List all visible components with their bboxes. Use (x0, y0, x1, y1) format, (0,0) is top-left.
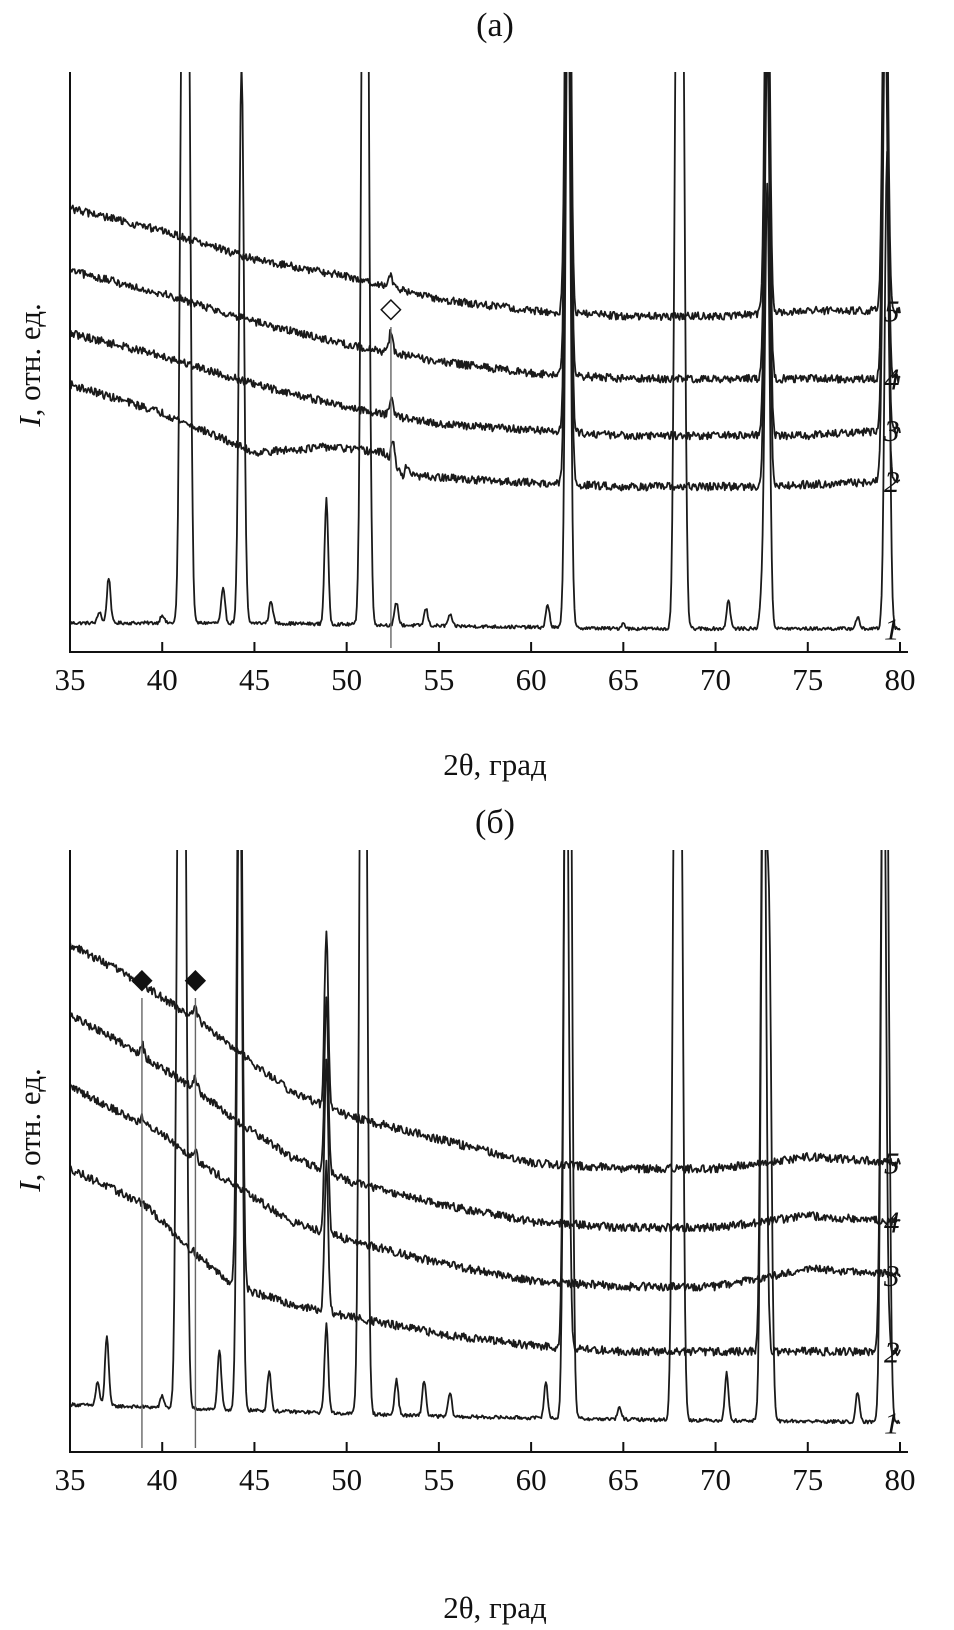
x-tick-label-45: 45 (239, 1462, 270, 1497)
panel-a-ticks: 35 40 45 50 55 60 65 70 75 80 (55, 642, 916, 697)
panel-b-x-axis-label: 2θ, град (443, 1590, 547, 1625)
panel-b-curve-labels: 1 2 3 4 5 (883, 1146, 900, 1441)
x-tick-label-60: 60 (516, 662, 547, 697)
curve-label-3: 3 (883, 1258, 900, 1293)
x-tick-label-35: 35 (55, 662, 86, 697)
curve-4 (70, 72, 901, 384)
curve-5 (70, 72, 901, 321)
curve-4 (70, 996, 901, 1233)
curve-1 (70, 850, 901, 1425)
phase-marker-1: ◆ (131, 964, 153, 995)
panel-b-title: (б) (475, 804, 515, 841)
x-tick-label-35: 35 (55, 1462, 86, 1497)
panel-b-ylabel-rest: , отн. ед. (12, 1068, 47, 1181)
curve-label-2: 2 (884, 1335, 900, 1370)
curve-label-5: 5 (884, 1146, 900, 1181)
phase-marker-2: ◆ (185, 964, 207, 995)
panel-b-ylabel-var: I (12, 1180, 47, 1193)
panel-a-curves (70, 72, 901, 632)
curve-label-1: 1 (884, 612, 900, 647)
svg-text:I, отн. ед.: I, отн. ед. (12, 1068, 47, 1192)
curve-label-4: 4 (884, 362, 900, 397)
x-tick-label-50: 50 (331, 1462, 362, 1497)
x-tick-label-55: 55 (423, 662, 454, 697)
curve-3 (70, 72, 901, 441)
x-tick-label-80: 80 (885, 1462, 916, 1497)
panel-a-y-axis-label: I, отн. ед. (12, 303, 47, 427)
panel-b-y-axis-label: I, отн. ед. (12, 1068, 47, 1192)
x-tick-label-75: 75 (792, 1462, 823, 1497)
axis-lines (69, 72, 908, 653)
x-tick-label-70: 70 (700, 1462, 731, 1497)
curve-1 (70, 72, 901, 632)
panel-b-markers: ◆ ◆ (131, 964, 207, 1448)
panel-a-ylabel-rest: , отн. ед. (12, 303, 47, 416)
x-tick-label-50: 50 (331, 662, 362, 697)
phase-marker-1: ◇ (380, 293, 402, 324)
x-tick-label-75: 75 (792, 662, 823, 697)
curve-label-2: 2 (884, 464, 900, 499)
curve-3 (70, 1058, 901, 1292)
x-tick-label-55: 55 (423, 1462, 454, 1497)
panel-a-x-axis-label: 2θ, град (443, 747, 547, 782)
curve-label-3: 3 (883, 413, 900, 448)
x-tick-label-60: 60 (516, 1462, 547, 1497)
x-tick-label-45: 45 (239, 662, 270, 697)
panel-b-xrd-chart: (б) I, отн. ед. 2θ, град ◆ ◆ 35 40 45 50 55 60… (12, 804, 916, 1625)
x-tick-label-65: 65 (608, 662, 639, 697)
curve-label-5: 5 (884, 294, 900, 329)
panel-a-ylabel-var: I (12, 415, 47, 428)
x-tick-label-80: 80 (885, 662, 916, 697)
x-tick-label-40: 40 (147, 1462, 178, 1497)
curve-2 (70, 850, 901, 1357)
panel-a-title: (а) (476, 7, 514, 44)
panel-a-markers: ◇ (380, 293, 402, 648)
panel-a-xrd-chart: (а) I, отн. ед. 2θ, град ◇ 35 40 45 50 55 60 6… (12, 7, 916, 782)
panel-b-curves (70, 850, 901, 1425)
curve-2 (70, 72, 901, 492)
panel-a-axes (69, 72, 908, 653)
curve-5 (70, 930, 901, 1174)
x-tick-label-65: 65 (608, 1462, 639, 1497)
x-tick-label-70: 70 (700, 662, 731, 697)
svg-text:I, отн. ед.: I, отн. ед. (12, 303, 47, 427)
curve-label-4: 4 (884, 1205, 900, 1240)
x-tick-label-40: 40 (147, 662, 178, 697)
panel-b-ticks: 35 40 45 50 55 60 65 70 75 80 (55, 1442, 916, 1497)
curve-label-1: 1 (884, 1405, 900, 1440)
panel-a-curve-labels: 1 2 3 4 5 (883, 294, 900, 647)
